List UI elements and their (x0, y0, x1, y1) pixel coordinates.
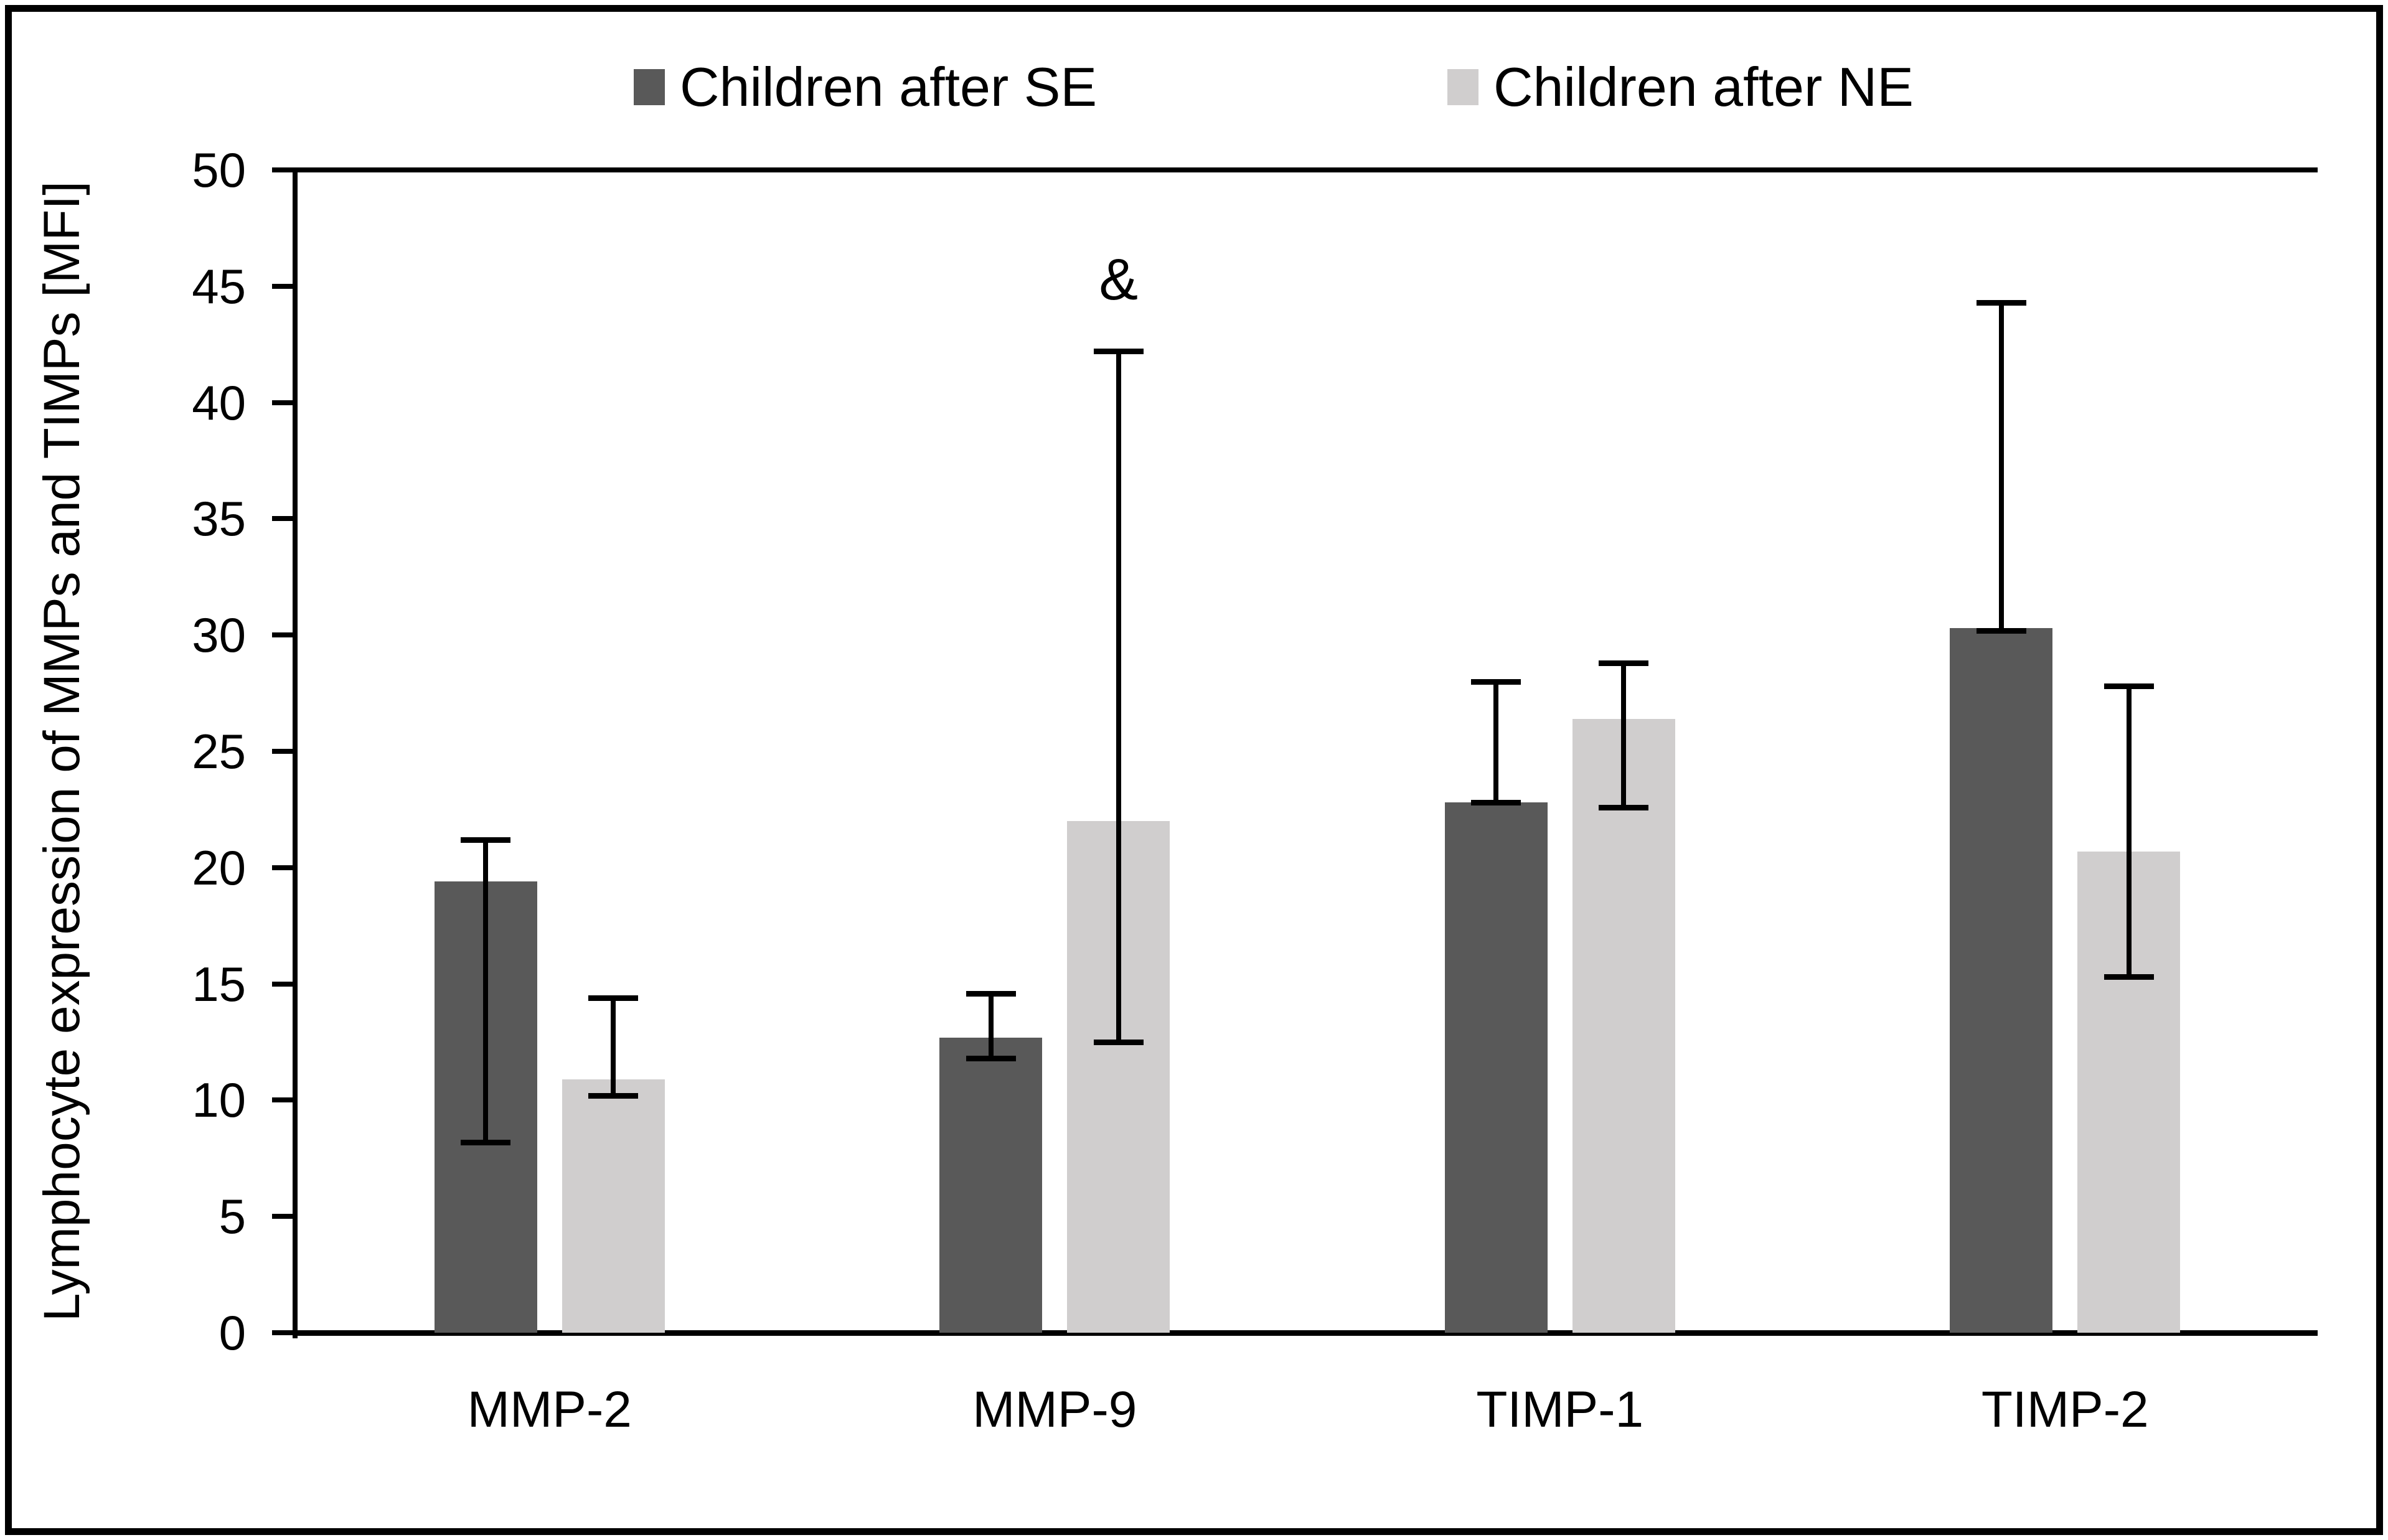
error-cap-top-se-mmp-9 (966, 990, 1016, 997)
y-tick-mark (272, 400, 293, 405)
y-tick-label: 0 (219, 1305, 246, 1360)
error-bar-se-mmp-2 (483, 839, 489, 1142)
bar-se-timp-1 (1444, 802, 1548, 1333)
error-cap-bottom-se-timp-1 (1471, 800, 1521, 806)
error-cap-top-ne-timp-1 (1599, 660, 1649, 667)
y-tick-label: 10 (192, 1073, 246, 1128)
legend-swatch-ne (1447, 69, 1478, 105)
error-bar-se-mmp-9 (988, 993, 994, 1059)
error-cap-bottom-ne-timp-2 (2104, 974, 2154, 980)
y-tick-mark (272, 1214, 293, 1219)
y-tick-mark (272, 516, 293, 522)
error-cap-top-ne-mmp-2 (588, 995, 639, 1002)
category-label-mmp-2: MMP-2 (467, 1381, 632, 1438)
y-tick-mark (272, 865, 293, 870)
error-cap-bottom-ne-mmp-9 (1093, 1040, 1144, 1045)
error-bar-ne-timp-2 (2126, 686, 2132, 977)
bar-se-timp-2 (1950, 627, 2053, 1333)
error-cap-bottom-se-mmp-2 (461, 1139, 511, 1145)
y-tick-mark (272, 1330, 293, 1335)
error-cap-bottom-ne-timp-1 (1599, 804, 1649, 810)
legend-label: Children after NE (1493, 56, 1914, 118)
y-axis-line (293, 170, 298, 1338)
error-cap-top-ne-timp-2 (2104, 683, 2154, 690)
y-tick-mark (272, 749, 293, 754)
category-label-timp-2: TIMP-2 (1981, 1381, 2149, 1438)
y-tick-label: 5 (219, 1189, 246, 1244)
error-cap-top-se-timp-1 (1471, 678, 1521, 685)
y-tick-label: 45 (192, 258, 246, 314)
legend-label: Children after SE (680, 56, 1098, 118)
y-tick-mark (272, 283, 293, 289)
error-bar-se-timp-2 (1998, 302, 2004, 631)
y-tick-label: 20 (192, 840, 246, 895)
error-bar-se-timp-1 (1493, 681, 1499, 803)
error-cap-top-se-mmp-2 (461, 837, 511, 843)
y-tick-mark (272, 632, 293, 638)
error-cap-bottom-ne-mmp-2 (588, 1092, 639, 1099)
error-bar-ne-mmp-2 (611, 998, 616, 1096)
bar-ne-timp-1 (1572, 718, 1675, 1333)
y-tick-label: 15 (192, 956, 246, 1012)
y-tick-mark (272, 981, 293, 987)
legend-item-se: Children after SE (634, 56, 1097, 118)
bar-se-mmp-9 (939, 1037, 1043, 1333)
y-tick-label: 50 (192, 143, 246, 197)
plot-top-border (293, 167, 2318, 172)
y-tick-mark (272, 1097, 293, 1103)
error-cap-top-ne-mmp-9 (1093, 349, 1144, 355)
y-tick-label: 25 (192, 724, 246, 779)
error-cap-top-se-timp-2 (1976, 299, 2026, 306)
error-bar-ne-timp-1 (1621, 663, 1627, 807)
annotation-ampersand: & (1099, 246, 1139, 312)
legend-item-ne: Children after NE (1447, 56, 1914, 118)
error-cap-bottom-se-mmp-9 (966, 1056, 1016, 1062)
y-tick-label: 35 (192, 491, 246, 547)
bar-ne-mmp-2 (562, 1079, 665, 1333)
y-tick-mark (272, 167, 293, 172)
x-axis-line (293, 1330, 2318, 1336)
category-label-timp-1: TIMP-1 (1476, 1381, 1644, 1438)
error-bar-ne-mmp-9 (1116, 351, 1121, 1042)
category-label-mmp-9: MMP-9 (972, 1381, 1137, 1438)
chart-border (5, 5, 2383, 1535)
y-tick-label: 40 (192, 375, 246, 430)
error-cap-bottom-se-timp-2 (1976, 627, 2026, 634)
legend-swatch-se (634, 69, 665, 105)
y-tick-label: 30 (192, 608, 246, 663)
y-axis-title: Lymphocyte expression of MMPs and TIMPs … (34, 181, 90, 1322)
